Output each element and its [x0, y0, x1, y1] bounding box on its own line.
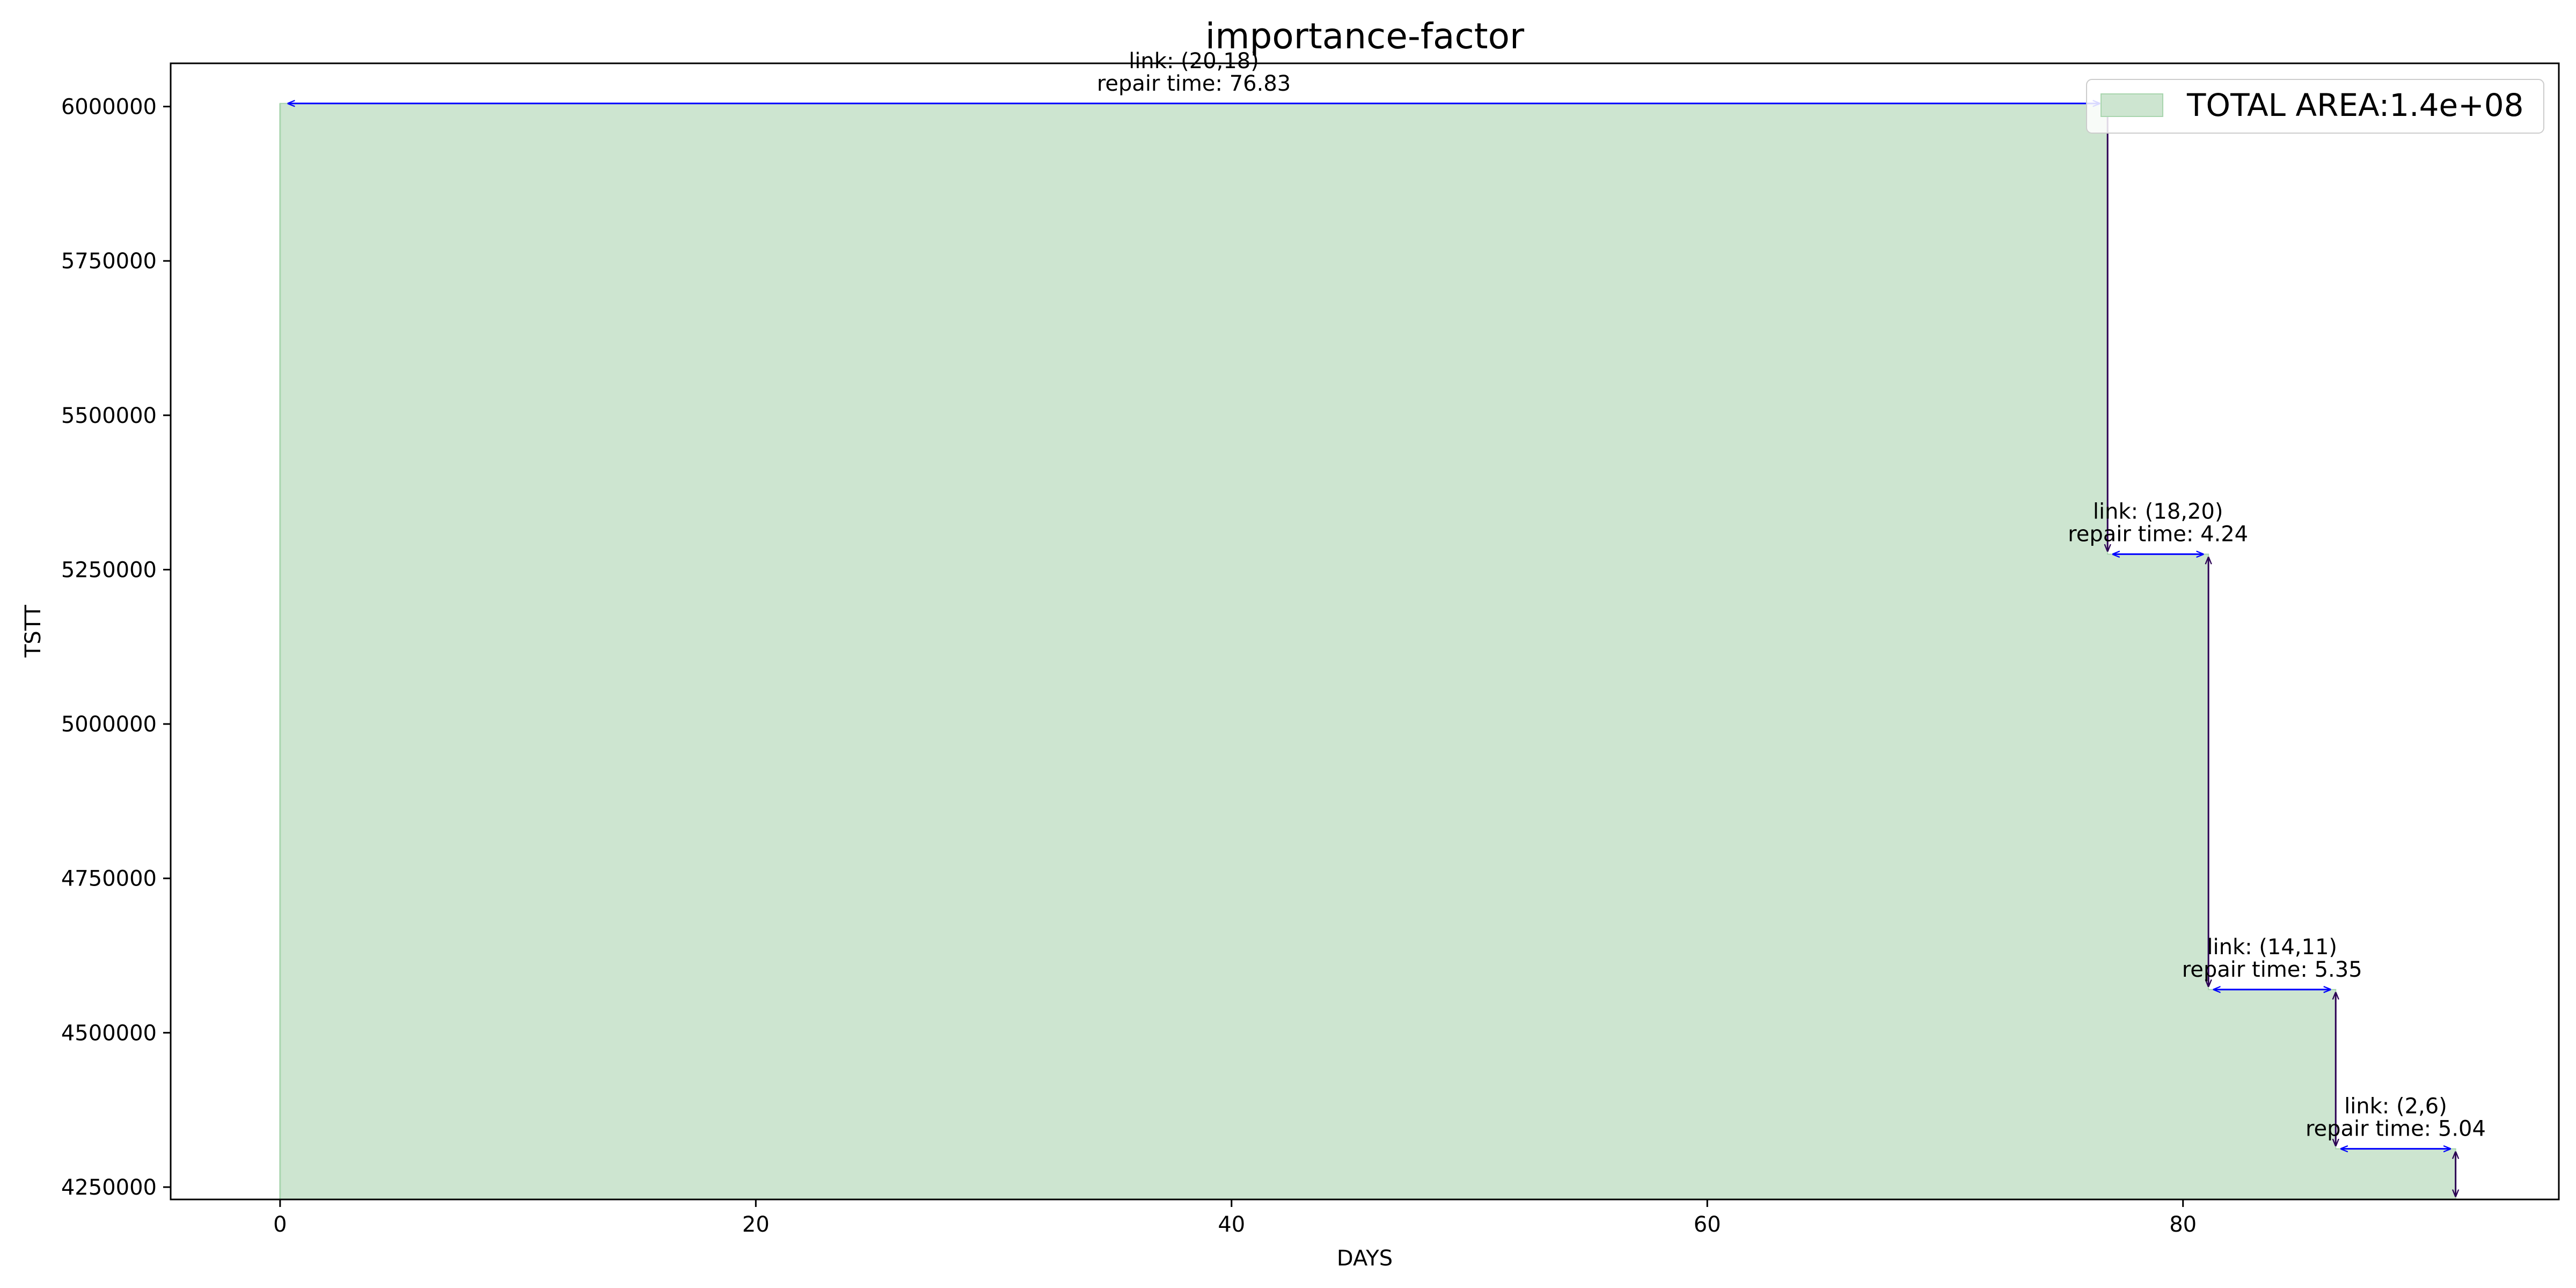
x-axis: 0 20 40 60 80 [273, 1199, 2197, 1237]
legend-swatch [2101, 93, 2163, 117]
legend-entry: TOTAL AREA:1.4e+08 [2186, 87, 2524, 123]
y-tick-label: 5250000 [61, 558, 157, 582]
x-tick-label: 80 [2169, 1212, 2197, 1237]
plot-frame [170, 62, 2560, 1201]
annotation-link-label: link: (18,20) [2093, 500, 2223, 524]
x-tick-label: 0 [273, 1212, 287, 1237]
plot-area [279, 103, 2456, 1200]
y-tick-label: 6000000 [61, 95, 157, 120]
area-fill [279, 103, 2456, 1200]
legend-box [2086, 79, 2544, 134]
annotation-link-label: link: (14,11) [2207, 935, 2337, 960]
y-tick-label: 4250000 [61, 1175, 157, 1200]
x-tick-label: 20 [742, 1212, 770, 1237]
y-tick-label: 5000000 [61, 712, 157, 737]
y-tick-label: 4500000 [61, 1021, 157, 1045]
annotation-repair-label: repair time: 4.24 [2068, 522, 2248, 547]
annotation-link-label: link: (2,6) [2344, 1094, 2447, 1119]
x-tick-label: 60 [1694, 1212, 1721, 1237]
y-axis: 4250000 4500000 4750000 5000000 5250000 55000… [61, 95, 171, 1200]
x-axis-label: DAYS [1337, 1246, 1393, 1271]
x-tick-label: 40 [1218, 1212, 1245, 1237]
y-tick-label: 5500000 [61, 404, 157, 428]
annotation-repair-label: repair time: 5.04 [2306, 1117, 2486, 1141]
annotations-layer: link: (20,18)repair time: 76.83 link: (18… [288, 49, 2486, 1196]
y-axis-label: TSTT [21, 604, 46, 658]
annotation-link-label: link: (20,18) [1129, 49, 1259, 74]
y-tick-label: 4750000 [61, 867, 157, 891]
annotation-repair-label: repair time: 76.83 [1097, 71, 1291, 96]
chart-title: importance-factor [1205, 16, 1525, 57]
annotation-repair-label: repair time: 5.35 [2182, 957, 2362, 982]
legend: TOTAL AREA:1.4e+08 [2086, 79, 2544, 134]
y-tick-label: 5750000 [61, 249, 157, 274]
